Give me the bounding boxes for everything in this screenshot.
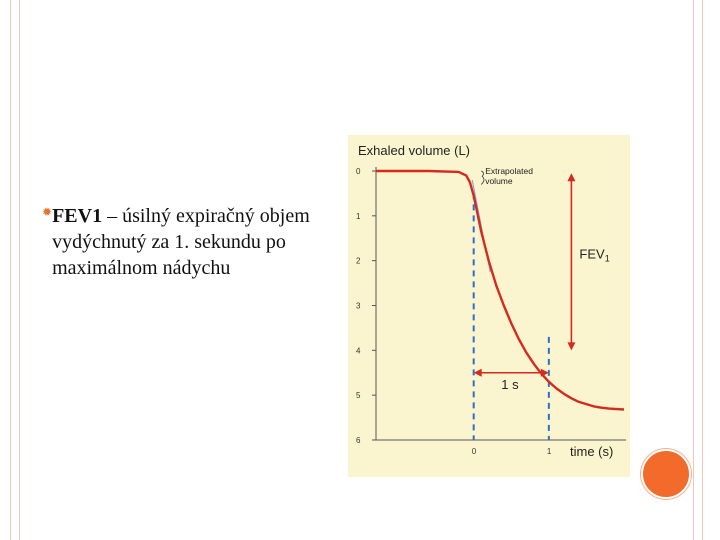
x-axis-label: time (s)	[570, 444, 613, 459]
fev1-arrow-head-top	[567, 173, 576, 182]
y-ticks: 0 1 2 3 4 5 6	[356, 167, 376, 445]
fev1-arrow	[567, 173, 576, 351]
fev1-arrow-head-bottom	[567, 342, 576, 351]
y-tick-label: 3	[356, 302, 361, 311]
bullet-term: FEV1	[52, 205, 103, 227]
sun-bullet-icon: ✹	[42, 205, 53, 219]
fev-label-subscript: 1	[605, 253, 610, 263]
y-tick-label: 0	[356, 167, 361, 176]
fev-label-main: FEV	[579, 246, 605, 261]
orange-circle-decoration	[641, 449, 691, 499]
bullet-text: FEV1 – úsilný expiračný objem vydýchnutý…	[52, 203, 322, 281]
extrapolated-volume-label: Extrapolated volume	[485, 166, 533, 186]
x-tick-label: 1	[547, 447, 552, 456]
y-tick-label: 6	[356, 436, 361, 445]
slide-frame-right	[693, 0, 703, 540]
extrapolated-label-line: Extrapolated	[485, 166, 533, 176]
extrapolated-brace	[480, 170, 485, 185]
one-second-arrow	[473, 368, 549, 377]
y-tick-label: 5	[356, 391, 361, 400]
chart-title: Exhaled volume (L)	[358, 143, 470, 158]
x-tick-label: 0	[472, 447, 477, 456]
one-second-arrow-head-right	[540, 368, 549, 377]
y-tick-label: 2	[356, 257, 361, 266]
y-tick-label: 1	[356, 212, 361, 221]
slide-frame-left	[10, 0, 20, 540]
bullet-item: ✹ FEV1 – úsilný expiračný objem vydýchnu…	[42, 203, 322, 281]
exhalation-curve	[376, 169, 625, 411]
bullet-description: – úsilný expiračný objem vydýchnutý za 1…	[52, 205, 310, 279]
one-second-arrow-head-left	[473, 368, 482, 377]
fev1-label: FEV1	[579, 246, 609, 263]
y-tick-label: 4	[356, 346, 361, 355]
one-second-label: 1 s	[501, 377, 519, 392]
extrapolated-label-line: volume	[485, 176, 513, 186]
